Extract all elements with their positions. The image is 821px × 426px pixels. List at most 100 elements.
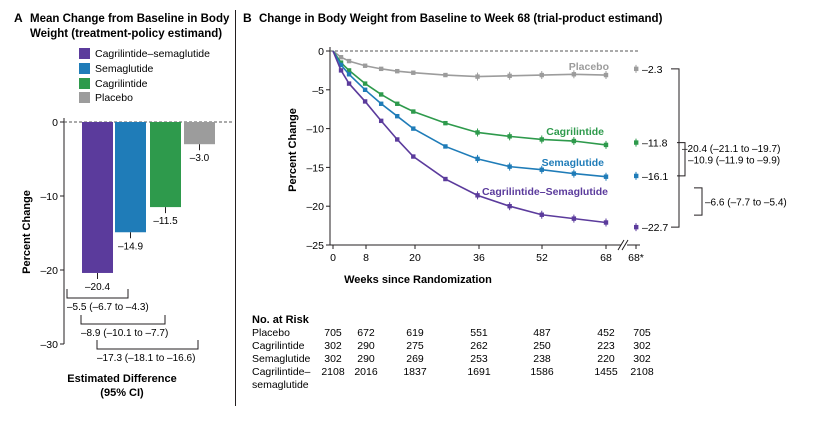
legend-swatch-cagrilintide-semaglutide <box>79 48 90 59</box>
bar-value-label: –3.0 <box>190 153 210 164</box>
series-label-placebo: Placebo <box>569 61 609 73</box>
risk-cell: 487 <box>533 327 551 339</box>
bar-value-label: –11.5 <box>153 216 178 227</box>
difference-bracket <box>671 68 680 228</box>
risk-cell: 1837 <box>403 366 427 378</box>
risk-cell: 2108 <box>321 366 345 378</box>
data-point-semaglutide <box>507 164 512 169</box>
bar-value-label: –20.4 <box>85 282 110 293</box>
series-label-cagrilintide-semaglutide: Cagrilintide–Semaglutide <box>482 186 608 198</box>
data-point-placebo <box>346 58 352 64</box>
panel-a-y-tick-label: –20 <box>40 265 58 277</box>
difference-bracket <box>66 289 129 299</box>
data-point-placebo <box>603 72 609 78</box>
risk-row-label: semaglutide <box>252 379 309 391</box>
risk-cell: 290 <box>357 340 375 352</box>
data-point-cagrilintide <box>443 120 448 126</box>
panel-b-y-tick-label: 0 <box>318 46 324 58</box>
data-point-cagrilintide-semaglutide <box>571 216 577 221</box>
risk-cell: 551 <box>470 327 488 339</box>
risk-cell: 619 <box>406 327 424 339</box>
bar-cagrilintide-semaglutide <box>82 122 113 273</box>
end-value-label-cagrilintide-semaglutide: –22.7 <box>642 222 668 234</box>
data-point-cagrilintide <box>411 109 416 114</box>
difference-label: –20.4 (–21.1 to –19.7) <box>682 144 780 155</box>
risk-cell: 1455 <box>594 366 618 378</box>
axis-break-icon <box>617 239 629 251</box>
data-point-placebo <box>539 72 544 78</box>
data-point-cagrilintide-semaglutide <box>539 212 544 217</box>
panel-a-title-line-1: Mean Change from Baseline in Body <box>30 13 230 25</box>
panel-b-y-tick-label: –15 <box>306 162 324 174</box>
risk-cell: 250 <box>533 340 551 352</box>
risk-table: No. at Risk Placebo 705 672 619 551 487 452 705… <box>252 314 654 391</box>
risk-cell: 1586 <box>530 366 554 378</box>
difference-label: –10.9 (–11.9 to –9.9) <box>688 155 780 166</box>
data-point-placebo <box>571 72 577 77</box>
bar-semaglutide <box>115 122 146 233</box>
panel-b-title: Change in Body Weight from Baseline to W… <box>259 13 663 25</box>
data-point-placebo <box>362 63 368 68</box>
data-point-cagrilintide <box>603 142 609 148</box>
data-point-placebo <box>411 70 416 75</box>
risk-cell: 302 <box>324 340 342 352</box>
risk-table-heading: No. at Risk <box>252 314 310 326</box>
data-point-cagrilintide-semaglutide <box>378 118 384 124</box>
risk-cell: 269 <box>406 353 424 365</box>
legend-swatch-semaglutide <box>79 63 90 74</box>
data-point-semaglutide <box>346 72 352 77</box>
series-label-cagrilintide: Cagrilintide <box>546 126 604 138</box>
panel-a-letter: A <box>14 11 23 25</box>
end-value-label-placebo: –2.3 <box>642 64 663 76</box>
risk-row-label: Cagrilintide <box>252 340 305 352</box>
legend-swatch-placebo <box>79 92 90 103</box>
risk-row-label: Cagrilintide– <box>252 366 311 378</box>
panel-b-y-tick-label: –10 <box>306 124 324 136</box>
risk-cell: 705 <box>324 327 342 339</box>
data-point-placebo <box>475 74 480 79</box>
panel-divider <box>235 10 236 406</box>
risk-cell: 1691 <box>467 366 491 378</box>
data-point-cagrilintide <box>395 101 400 106</box>
series-label-semaglutide: Semaglutide <box>542 157 605 169</box>
end-value-label-cagrilintide: –11.8 <box>642 138 668 150</box>
data-point-cagrilintide-semaglutide <box>395 137 400 142</box>
panel-a-title-line-2: Weight (treatment-policy estimand) <box>30 28 222 40</box>
data-point-placebo <box>338 55 344 60</box>
panel-b-letter: B <box>243 11 252 25</box>
data-point-cagrilintide-semaglutide <box>603 220 609 225</box>
risk-cell: 253 <box>470 353 488 365</box>
data-point-semaglutide <box>378 101 384 106</box>
risk-cell: 223 <box>597 340 615 352</box>
panel-b-y-tick-label: –20 <box>306 201 324 213</box>
difference-label: –8.9 (–10.1 to –7.7) <box>81 328 168 339</box>
panel-a-footer-line-1: Estimated Difference <box>67 373 176 385</box>
difference-label: –17.3 (–18.1 to –16.6) <box>97 353 195 364</box>
data-point-cagrilintide <box>571 138 577 144</box>
risk-cell: 262 <box>470 340 488 352</box>
risk-row-label: Semaglutide <box>252 353 311 365</box>
difference-bracket <box>677 142 686 177</box>
data-point-placebo <box>378 66 384 72</box>
data-point-cagrilintide <box>475 130 480 135</box>
risk-cell: 302 <box>324 353 342 365</box>
panel-b-x-tick-label: 36 <box>473 252 485 264</box>
bar-placebo <box>184 122 215 145</box>
data-point-cagrilintide <box>346 68 352 73</box>
data-point-cagrilintide <box>539 137 544 142</box>
data-point-cagrilintide-semaglutide <box>475 193 480 198</box>
risk-row-label: Placebo <box>252 327 290 339</box>
end-value-label-semaglutide: –16.1 <box>642 171 668 183</box>
panel-b-x-tick-label: 52 <box>536 252 548 264</box>
panel-a-ylabel: Percent Change <box>21 190 33 274</box>
data-point-semaglutide <box>571 171 577 176</box>
panel-b-y-tick-label: –5 <box>312 85 324 97</box>
risk-cell: 290 <box>357 353 375 365</box>
bar-value-label: –14.9 <box>118 241 143 252</box>
legend-swatch-cagrilintide <box>79 78 90 89</box>
panel-b-x-tick-label: 0 <box>330 252 336 264</box>
risk-cell: 275 <box>406 340 424 352</box>
risk-cell: 238 <box>533 353 551 365</box>
risk-cell: 2108 <box>630 366 654 378</box>
